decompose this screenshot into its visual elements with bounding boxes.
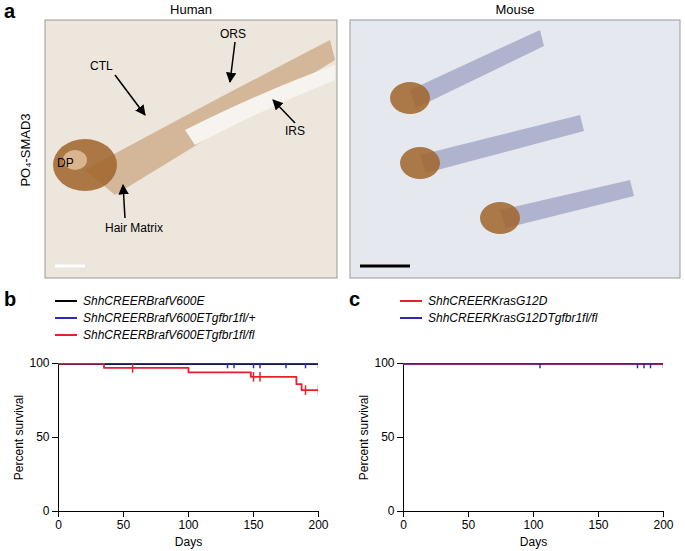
html-text:ShhCREERBrafV600ETgfbr1fl/+: ShhCREERBrafV600ETgfbr1fl/+ [83,310,256,325]
svg-text:200: 200 [308,518,328,532]
svg-text:0: 0 [400,518,407,532]
svg-text:200: 200 [653,518,673,532]
svg-text:Days: Days [175,535,202,549]
svg-text:IRS: IRS [285,124,305,138]
html-text:c: c [349,288,361,310]
svg-text:PO₄-SMAD3: PO₄-SMAD3 [18,113,33,186]
svg-text:50: 50 [36,430,50,444]
svg-text:50: 50 [381,430,395,444]
svg-text:0: 0 [43,504,50,518]
html-text:b: b [4,288,17,310]
svg-text:Mouse: Mouse [495,2,534,17]
svg-text:Hair Matrix: Hair Matrix [105,221,163,235]
html-text:a: a [4,0,16,22]
svg-text:ORS: ORS [220,27,246,41]
svg-text:150: 150 [588,518,608,532]
html-text:ShhCREERKrasG12DTgfbr1fl/fl: ShhCREERKrasG12DTgfbr1fl/fl [428,310,598,325]
svg-text:0: 0 [388,504,395,518]
svg-text:Human: Human [170,2,212,17]
svg-text:100: 100 [374,356,394,370]
svg-text:50: 50 [117,518,131,532]
html-text:ShhCREERBrafV600ETgfbr1fl/fl: ShhCREERBrafV600ETgfbr1fl/fl [83,327,255,342]
html-text:ShhCREERBrafV600E: ShhCREERBrafV600E [83,293,205,308]
svg-text:Percent survival: Percent survival [12,395,26,480]
svg-text:0: 0 [55,518,62,532]
svg-text:CTL: CTL [90,59,113,73]
svg-text:50: 50 [462,518,476,532]
svg-text:100: 100 [178,518,198,532]
svg-text:100: 100 [29,356,49,370]
svg-text:100: 100 [523,518,543,532]
svg-text:Days: Days [520,535,547,549]
svg-text:Percent survival: Percent survival [357,395,371,480]
svg-text:DP: DP [57,156,74,170]
svg-text:150: 150 [243,518,263,532]
html-text:ShhCREERKrasG12D: ShhCREERKrasG12D [428,293,548,308]
